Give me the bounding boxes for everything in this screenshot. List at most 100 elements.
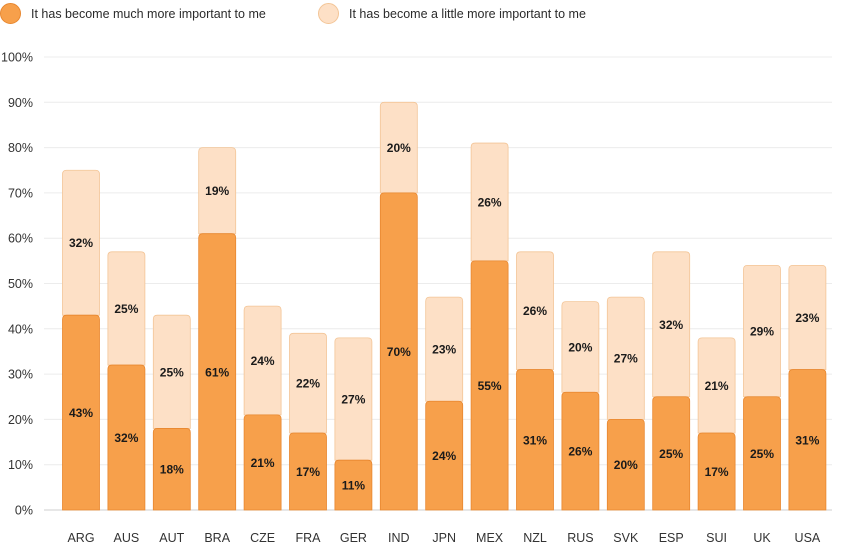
x-tick-label: BRA — [204, 531, 230, 545]
y-tick-label: 60% — [8, 232, 33, 246]
data-label: 17% — [296, 465, 320, 479]
bar-segment-little-more — [334, 337, 373, 461]
bar-segment-little-more — [107, 251, 146, 366]
data-label: 25% — [750, 447, 774, 461]
data-label: 20% — [568, 340, 592, 354]
legend-item-little-more: It has become a little more important to… — [318, 3, 586, 24]
x-tick-label: JPN — [432, 531, 456, 545]
data-label: 18% — [160, 463, 184, 477]
data-label: 25% — [160, 365, 184, 379]
bar-segment-little-more — [516, 251, 554, 370]
y-tick-label: 20% — [8, 413, 33, 427]
x-tick-label: CZE — [250, 531, 275, 545]
data-label: 27% — [341, 393, 365, 407]
x-tick-label: IND — [388, 531, 410, 545]
bar-segment-little-more — [561, 301, 600, 393]
data-label: 24% — [251, 354, 275, 368]
y-tick-label: 100% — [1, 51, 33, 65]
bar-segment-little-more — [379, 101, 418, 194]
x-tick-label: FRA — [296, 531, 322, 545]
x-tick-label: AUS — [114, 531, 140, 545]
bar-segment-much-more — [788, 369, 827, 511]
x-tick-label: ESP — [659, 531, 684, 545]
data-label: 21% — [705, 379, 729, 393]
x-tick-label: MEX — [476, 531, 504, 545]
data-label: 32% — [114, 431, 138, 445]
x-tick-label: SVK — [613, 531, 639, 545]
data-label: 61% — [205, 365, 229, 379]
legend: It has become much more important to me … — [0, 0, 847, 26]
bar-segment-much-more — [289, 432, 327, 511]
legend-label-much-more: It has become much more important to me — [31, 6, 266, 21]
data-label: 31% — [523, 433, 547, 447]
data-label: 17% — [705, 465, 729, 479]
bar-segment-little-more — [152, 314, 191, 429]
bar-segment-much-more — [470, 260, 509, 511]
legend-label-little-more: It has become a little more important to… — [349, 6, 586, 21]
legend-item-much-more: It has become much more important to me — [0, 3, 266, 24]
data-label: 26% — [478, 195, 502, 209]
legend-swatch-little-more — [318, 3, 339, 24]
data-label: 23% — [432, 343, 456, 357]
bar-segment-much-more — [152, 428, 191, 511]
bar-segment-much-more — [62, 314, 100, 511]
bar-segment-little-more — [470, 142, 509, 262]
data-label: 19% — [205, 184, 229, 198]
bar-segment-much-more — [697, 432, 736, 511]
data-label: 11% — [342, 479, 366, 493]
x-tick-label: UK — [753, 531, 771, 545]
x-tick-label: RUS — [567, 531, 593, 545]
data-label: 22% — [296, 377, 320, 391]
data-label: 24% — [432, 449, 456, 463]
bar-segment-little-more — [697, 337, 736, 434]
bar-segment-little-more — [652, 251, 691, 398]
data-label: 32% — [659, 318, 683, 332]
bar-segment-much-more — [198, 233, 237, 511]
data-label: 70% — [387, 345, 411, 359]
x-tick-label: USA — [795, 531, 821, 545]
x-tick-label: NZL — [523, 531, 547, 545]
data-label: 25% — [114, 302, 138, 316]
data-label: 21% — [251, 456, 275, 470]
data-label: 20% — [387, 141, 411, 155]
y-tick-label: 90% — [8, 96, 33, 110]
data-label: 32% — [69, 236, 93, 250]
data-label: 20% — [614, 458, 638, 472]
x-tick-label: AUT — [159, 531, 184, 545]
data-label: 43% — [69, 406, 93, 420]
bar-segment-much-more — [425, 400, 464, 511]
bar-segment-much-more — [107, 364, 146, 511]
bar-segment-much-more — [606, 419, 645, 511]
bar-segment-much-more — [652, 396, 691, 511]
bar-segment-little-more — [198, 147, 237, 235]
y-tick-label: 50% — [8, 277, 33, 291]
x-tick-label: SUI — [706, 531, 727, 545]
data-label: 55% — [478, 379, 502, 393]
bar-segment-little-more — [606, 296, 645, 420]
y-tick-label: 70% — [8, 186, 33, 200]
y-tick-label: 80% — [8, 141, 33, 155]
data-label: 23% — [795, 311, 819, 325]
y-tick-label: 40% — [8, 322, 33, 336]
bar-segment-much-more — [379, 192, 418, 511]
bar-segment-little-more — [788, 264, 827, 370]
data-label: 26% — [568, 445, 592, 459]
data-label: 29% — [750, 325, 774, 339]
bar-segment-much-more — [334, 459, 373, 511]
y-tick-label: 30% — [8, 368, 33, 382]
bar-segment-much-more — [743, 396, 781, 511]
bar-segment-little-more — [289, 332, 327, 434]
x-tick-label: ARG — [67, 531, 94, 545]
data-label: 27% — [614, 352, 638, 366]
bar-segment-little-more — [62, 169, 100, 316]
bar-segment-little-more — [743, 264, 781, 398]
bar-segment-little-more — [425, 296, 464, 402]
bar-segment-much-more — [516, 369, 554, 511]
data-label: 31% — [795, 433, 819, 447]
y-tick-label: 10% — [8, 458, 33, 472]
bar-segment-little-more — [243, 305, 282, 416]
data-label: 26% — [523, 304, 547, 318]
bar-segment-much-more — [243, 414, 282, 511]
data-label: 25% — [659, 447, 683, 461]
